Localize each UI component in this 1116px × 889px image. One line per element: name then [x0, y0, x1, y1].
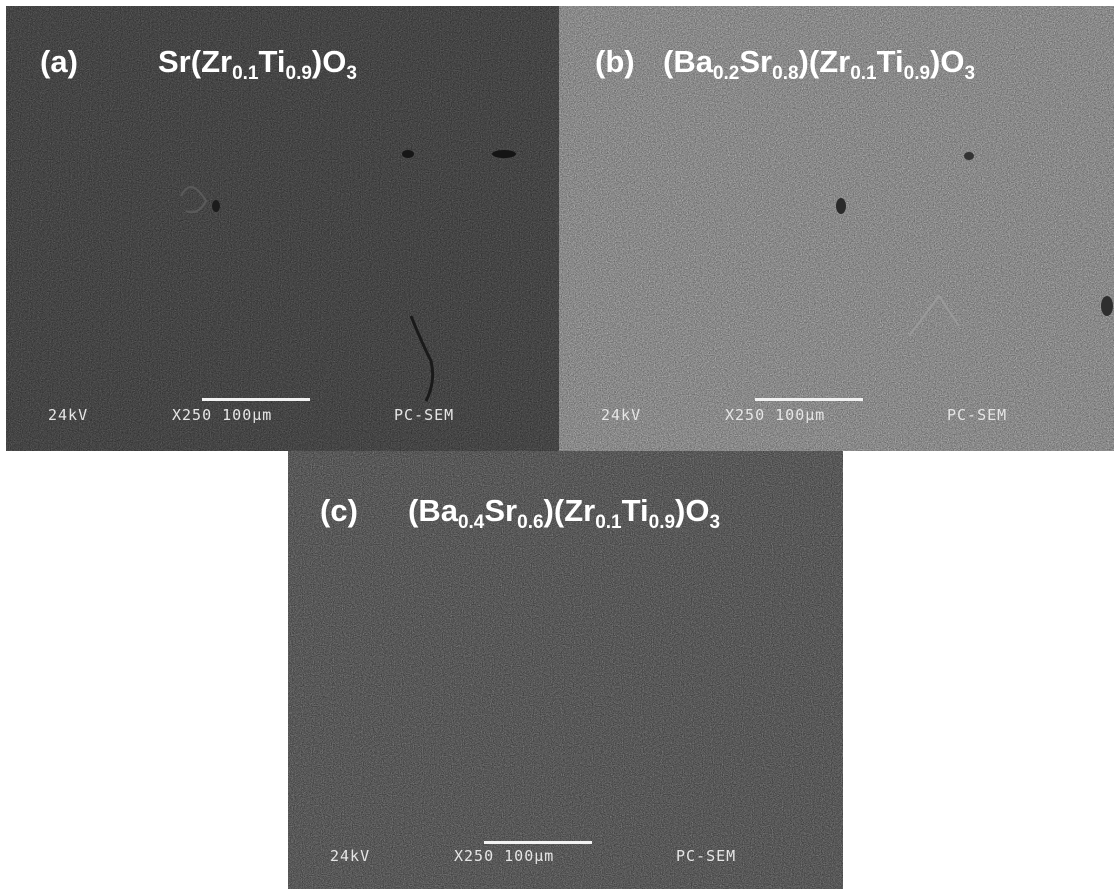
sem-texture-c: [288, 451, 843, 889]
sem-texture-a: [6, 6, 559, 451]
sem-panel-a: (a) Sr(Zr0.1Ti0.9)O3 24kV X250 100μm PC-…: [6, 6, 559, 451]
sem-panel-b: (b) (Ba0.2Sr0.8)(Zr0.1Ti0.9)O3 24kV X250…: [559, 6, 1114, 451]
panel-formula: Sr(Zr0.1Ti0.9)O3: [158, 44, 357, 84]
panel-label: (b): [595, 44, 635, 79]
scale-bar: [755, 398, 863, 401]
panel-formula: (Ba0.4Sr0.6)(Zr0.1Ti0.9)O3: [408, 493, 721, 533]
panel-label: (a): [40, 44, 78, 79]
accelerating-voltage: 24kV: [48, 406, 89, 424]
scale-bar: [484, 841, 592, 844]
magnification-and-scale: X250 100μm: [172, 406, 273, 424]
sem-texture-b: [559, 6, 1114, 451]
panel-label: (c): [320, 493, 358, 528]
accelerating-voltage: 24kV: [330, 847, 371, 865]
accelerating-voltage: 24kV: [601, 406, 642, 424]
imaging-mode: PC-SEM: [394, 406, 455, 424]
scale-bar: [202, 398, 310, 401]
magnification-and-scale: X250 100μm: [454, 847, 555, 865]
imaging-mode: PC-SEM: [676, 847, 737, 865]
magnification-and-scale: X250 100μm: [725, 406, 826, 424]
panel-formula: (Ba0.2Sr0.8)(Zr0.1Ti0.9)O3: [663, 44, 976, 84]
sem-panel-c: (c) (Ba0.4Sr0.6)(Zr0.1Ti0.9)O3 24kV X250…: [288, 451, 843, 889]
imaging-mode: PC-SEM: [947, 406, 1008, 424]
